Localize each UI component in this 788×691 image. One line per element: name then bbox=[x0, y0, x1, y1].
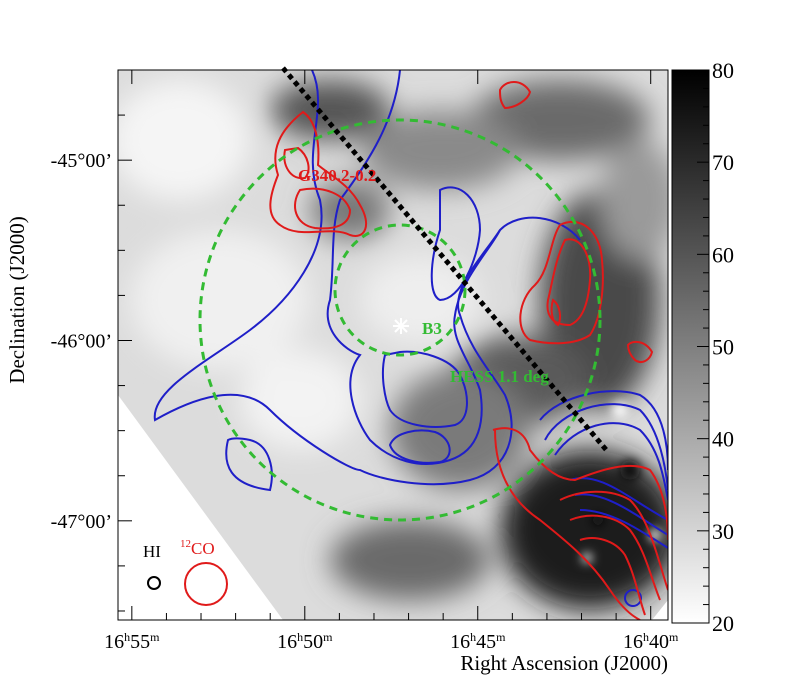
x-axis-title: Right Ascension (J2000) bbox=[460, 651, 668, 675]
hi-contour bbox=[388, 429, 451, 464]
beam-co-label: 12CO bbox=[180, 538, 215, 558]
hess-circle-label: HESS 1.1 deg bbox=[450, 367, 549, 386]
colorbar-tick-label: 50 bbox=[712, 335, 734, 360]
hi-contour bbox=[225, 437, 273, 492]
hi-contour bbox=[326, 70, 501, 465]
beam-hi-label: HI bbox=[143, 542, 161, 561]
beam-hi-circle bbox=[147, 576, 161, 590]
co-contour bbox=[546, 238, 592, 327]
co-contour bbox=[498, 81, 532, 110]
co-contour bbox=[294, 187, 352, 230]
y-axis-title: Declination (J2000) bbox=[5, 216, 29, 383]
y-tick-label: -47°00’ bbox=[51, 511, 112, 533]
y-axis: -45°00’ -46°00’ -47°00’ bbox=[51, 69, 132, 612]
co-contour bbox=[550, 298, 562, 327]
hi-contour bbox=[544, 403, 668, 491]
colorbar-axis: 20 30 40 50 60 70 80 bbox=[697, 58, 734, 636]
x-tick-label: 16h45m bbox=[450, 630, 506, 653]
co-contour bbox=[559, 490, 668, 591]
colorbar-tick-label: 80 bbox=[712, 58, 734, 83]
y-tick-label: -46°00’ bbox=[51, 330, 112, 352]
hi-contour bbox=[579, 509, 668, 549]
co-contour bbox=[494, 429, 641, 620]
co-contour bbox=[269, 110, 368, 237]
co-contour bbox=[569, 514, 661, 601]
co-contour bbox=[626, 340, 654, 363]
hi-contour bbox=[624, 589, 642, 607]
colorbar-tick-label: 60 bbox=[712, 242, 734, 267]
colorbar-tick-label: 20 bbox=[712, 611, 734, 636]
beam-co-sup: 12 bbox=[180, 538, 191, 550]
beam-co-text: CO bbox=[191, 539, 215, 558]
snr-label: G340.2-0.2 bbox=[298, 166, 376, 185]
galactic-plane-line bbox=[281, 66, 610, 454]
star-marker-b3 bbox=[393, 318, 409, 334]
colorbar-tick-label: 70 bbox=[712, 150, 734, 175]
hess-outer-circle bbox=[198, 118, 602, 522]
star-label-b3: B3 bbox=[422, 319, 442, 338]
x-tick-label: 16h55m bbox=[104, 630, 160, 653]
y-tick-label: -45°00’ bbox=[51, 150, 112, 172]
co-contour bbox=[492, 427, 668, 541]
x-axis: 16h55m 16h50m 16h45m 16h40m bbox=[104, 70, 679, 653]
plot-frame bbox=[117, 69, 669, 621]
co-contour bbox=[519, 220, 604, 345]
co-contour bbox=[579, 537, 646, 616]
x-tick-label: 16h40m bbox=[623, 630, 679, 653]
colorbar-tick-label: 40 bbox=[712, 427, 734, 452]
co-contour bbox=[283, 146, 310, 180]
hess-inner-circle bbox=[333, 223, 467, 357]
hess-circles bbox=[198, 118, 602, 522]
intensity-map bbox=[118, 70, 668, 620]
colorbar-tick-label: 30 bbox=[712, 519, 734, 544]
hi-contour bbox=[381, 350, 468, 428]
x-tick-label: 16h50m bbox=[277, 630, 333, 653]
hi-contour bbox=[574, 493, 668, 536]
beam-co-circle bbox=[184, 562, 228, 606]
hi-contour bbox=[554, 422, 668, 501]
